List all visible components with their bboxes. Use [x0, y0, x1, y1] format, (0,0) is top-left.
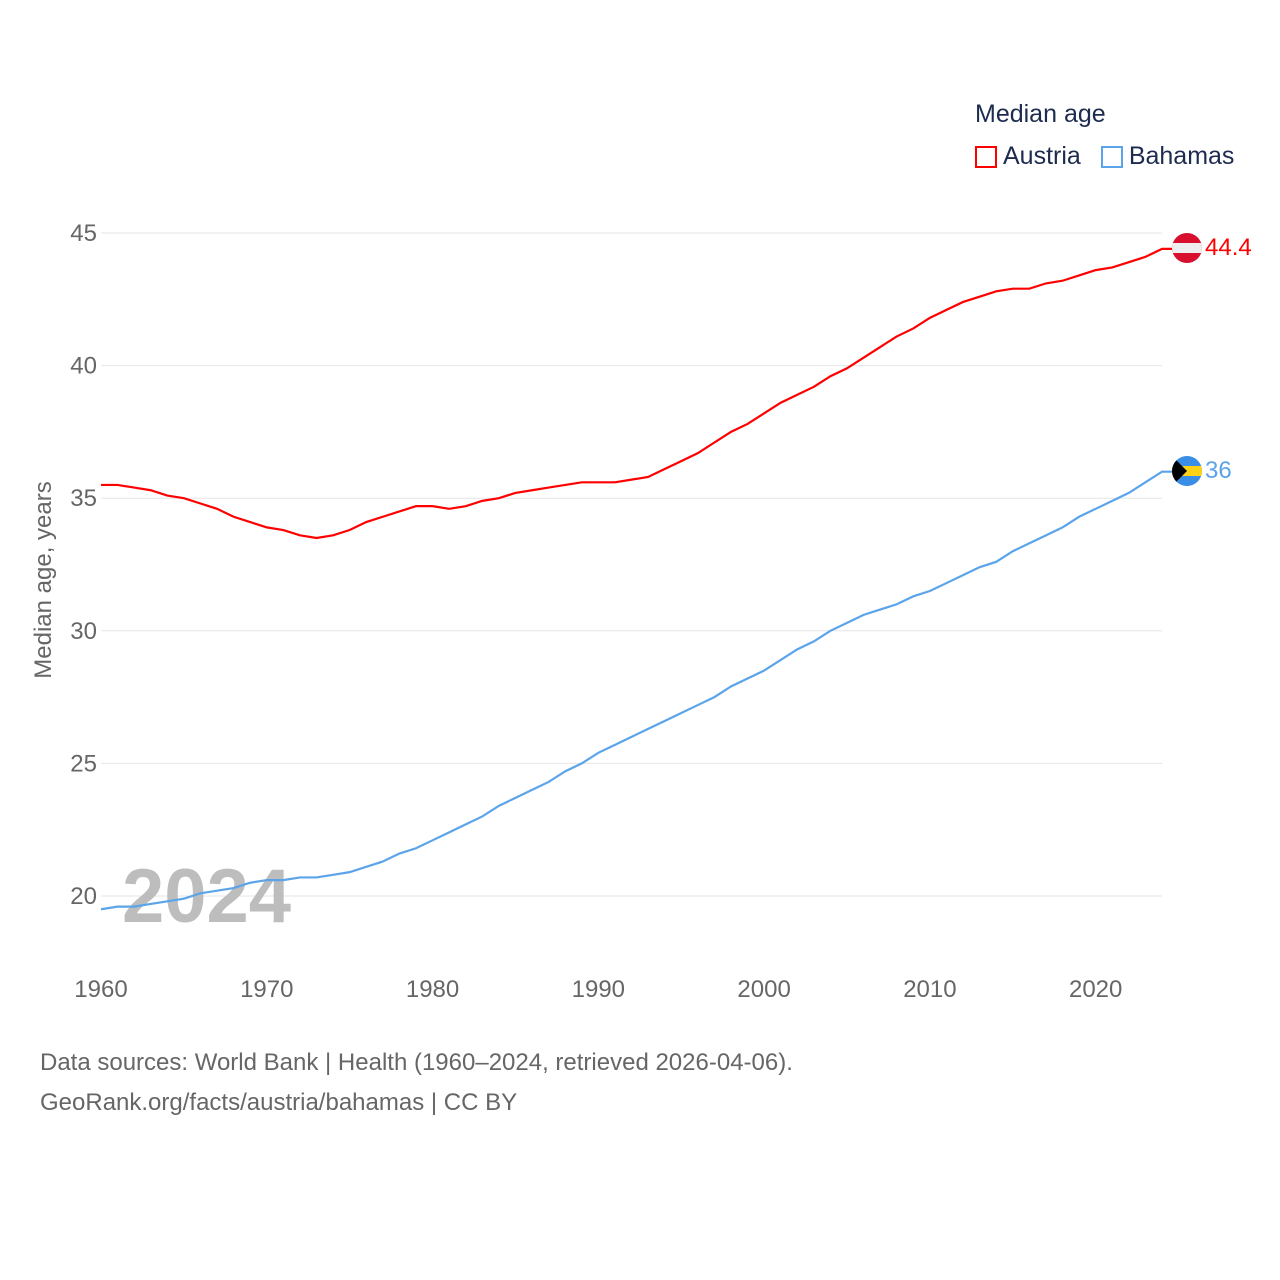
bahamas-flag-icon	[1172, 456, 1202, 486]
y-tick-label: 40	[70, 353, 97, 380]
y-tick-label: 45	[70, 220, 97, 247]
austria-end-label: 44.4	[1205, 234, 1252, 261]
legend-item-bahamas[interactable]: Bahamas	[1100, 142, 1235, 171]
line-chart: 20 25 30 35 40 45 1960 1970 1980 1990 2000 2010 2020…	[30, 220, 1252, 1003]
footer: Data sources: World Bank | Health (1960–…	[40, 1043, 793, 1123]
austria-flag-icon	[1172, 233, 1202, 263]
legend-swatch-bahamas	[1100, 145, 1123, 168]
year-watermark: 2024	[122, 854, 291, 939]
x-tick-label: 1990	[572, 976, 625, 1003]
x-tick-label: 1980	[406, 976, 459, 1003]
x-tick-label: 2000	[737, 976, 790, 1003]
attribution-link[interactable]: GeoRank.org/facts/austria/bahamas | CC B…	[40, 1089, 518, 1116]
y-axis-label: Median age, years	[30, 481, 57, 678]
series-line-bahamas	[100, 470, 1172, 911]
legend-swatch-austria	[975, 145, 997, 168]
series-line-austria	[101, 247, 1172, 540]
y-tick-label: 35	[70, 485, 97, 512]
legend-title: Median age	[975, 100, 1106, 128]
x-tick-label: 2020	[1069, 976, 1122, 1003]
x-tick-label: 1960	[74, 976, 127, 1003]
legend-label-bahamas: Bahamas	[1128, 142, 1235, 170]
y-tick-label: 20	[70, 883, 97, 910]
x-tick-label: 1970	[240, 976, 293, 1003]
data-source-text: Data sources: World Bank | Health (1960–…	[40, 1049, 793, 1076]
x-tick-label: 2010	[903, 976, 956, 1003]
legend-item-austria[interactable]: Austria	[975, 142, 1081, 171]
legend: Austria Bahamas	[975, 142, 1234, 171]
y-tick-label: 30	[70, 618, 97, 645]
y-tick-label: 25	[70, 750, 97, 777]
bahamas-end-label: 36	[1205, 457, 1232, 484]
legend-label-austria: Austria	[1003, 142, 1081, 170]
